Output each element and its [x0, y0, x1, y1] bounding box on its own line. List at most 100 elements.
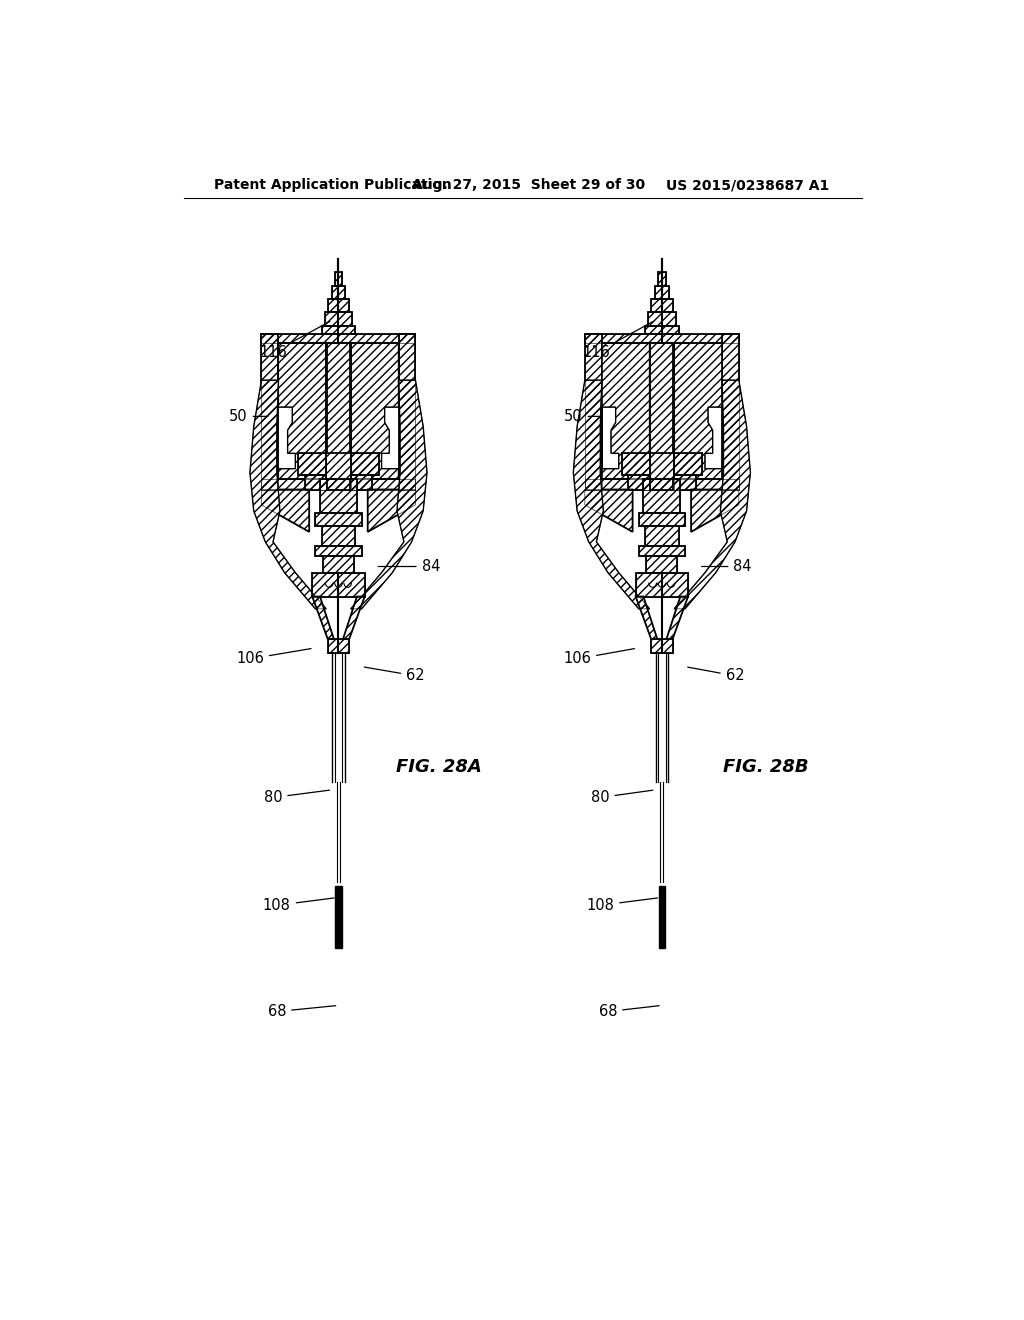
Polygon shape [351, 343, 398, 479]
Bar [261, 334, 279, 490]
Bar [650, 479, 674, 490]
Bar [645, 326, 679, 334]
Bar [298, 453, 326, 475]
Polygon shape [585, 490, 633, 532]
Bar [646, 557, 677, 573]
Text: Patent Application Publication: Patent Application Publication [214, 178, 452, 193]
Bar [261, 334, 416, 343]
Bar [639, 545, 685, 557]
Polygon shape [602, 343, 649, 479]
Polygon shape [368, 490, 416, 532]
Bar [398, 334, 416, 490]
Bar [315, 545, 361, 557]
Polygon shape [573, 380, 649, 609]
Bar [722, 334, 739, 490]
Bar [323, 557, 354, 573]
Bar [639, 512, 685, 527]
Bar [332, 286, 345, 298]
Bar [636, 573, 688, 597]
Bar [674, 453, 701, 475]
Bar [585, 334, 602, 490]
Bar [328, 298, 349, 313]
Bar [323, 557, 354, 573]
Text: 84: 84 [378, 558, 440, 574]
Polygon shape [351, 380, 427, 609]
Bar [639, 545, 685, 557]
Polygon shape [691, 490, 739, 532]
Text: 106: 106 [563, 648, 635, 667]
Bar [585, 479, 739, 490]
Bar [298, 453, 326, 475]
Text: 62: 62 [688, 667, 744, 684]
Bar [602, 343, 722, 479]
Text: 50: 50 [229, 409, 268, 424]
Bar [628, 475, 649, 490]
Bar [304, 475, 326, 490]
Bar [658, 272, 666, 286]
Bar [319, 479, 357, 512]
Bar [585, 334, 739, 343]
Text: Aug. 27, 2015  Sheet 29 of 30: Aug. 27, 2015 Sheet 29 of 30 [412, 178, 645, 193]
Text: 80: 80 [591, 789, 653, 805]
Text: 116: 116 [259, 322, 330, 360]
Bar [648, 313, 676, 326]
Bar [674, 453, 701, 475]
Bar [398, 334, 416, 490]
Bar [322, 326, 355, 334]
Text: FIG. 28A: FIG. 28A [395, 758, 481, 776]
Bar [658, 886, 665, 948]
Bar [326, 343, 351, 479]
Text: 80: 80 [264, 789, 330, 805]
Text: 108: 108 [587, 898, 657, 913]
Bar [645, 527, 679, 545]
Bar [261, 334, 416, 343]
Bar [622, 453, 649, 475]
Text: 106: 106 [236, 648, 311, 667]
Bar [312, 573, 365, 597]
Bar [645, 527, 679, 545]
Bar [646, 557, 677, 573]
Text: 84: 84 [701, 558, 752, 574]
Bar [279, 343, 398, 479]
Bar [622, 453, 649, 475]
Polygon shape [674, 380, 751, 609]
Bar [651, 298, 673, 313]
Bar [327, 479, 350, 490]
Bar [261, 479, 416, 490]
Bar [322, 527, 355, 545]
Bar [335, 272, 342, 286]
Text: 116: 116 [583, 322, 653, 360]
Bar [674, 475, 695, 490]
Polygon shape [667, 597, 688, 639]
Bar [326, 343, 351, 479]
Bar [651, 639, 673, 653]
Bar [649, 343, 674, 479]
Bar [655, 286, 669, 298]
Bar [655, 286, 669, 298]
Bar [304, 475, 326, 490]
Bar [332, 286, 345, 298]
Bar [658, 272, 666, 286]
Polygon shape [261, 490, 309, 532]
Text: 68: 68 [267, 1005, 336, 1019]
Bar [351, 475, 373, 490]
Polygon shape [279, 343, 326, 479]
Bar [674, 475, 695, 490]
Bar [328, 639, 349, 653]
Bar [585, 479, 739, 490]
Text: 62: 62 [365, 667, 425, 684]
Bar [322, 527, 355, 545]
Bar [315, 512, 361, 527]
Bar [722, 334, 739, 490]
Bar [319, 479, 357, 512]
Polygon shape [636, 597, 657, 639]
Bar [651, 298, 673, 313]
Text: FIG. 28B: FIG. 28B [723, 758, 809, 776]
Bar [351, 453, 379, 475]
Bar [643, 479, 680, 512]
Text: US 2015/0238687 A1: US 2015/0238687 A1 [666, 178, 829, 193]
Bar [643, 479, 680, 512]
Bar [325, 313, 352, 326]
Bar [336, 886, 342, 948]
Bar [645, 326, 679, 334]
